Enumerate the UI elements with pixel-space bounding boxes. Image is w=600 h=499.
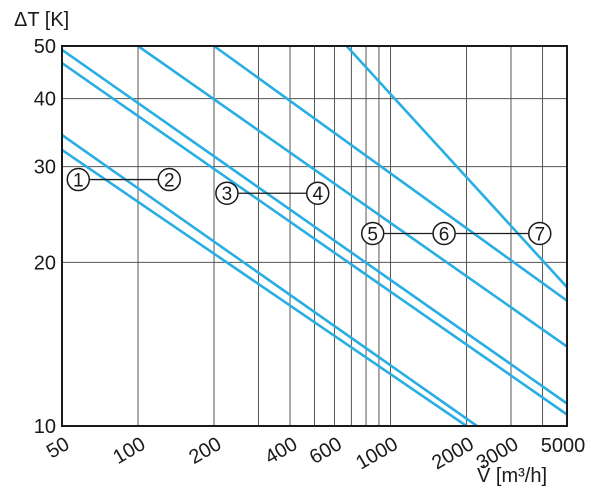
x-tick-label: 100 xyxy=(109,433,149,469)
y-axis-label: ΔT [K] xyxy=(14,9,69,31)
curve-label-circle-3 xyxy=(215,181,239,205)
curve-label-4: 4 xyxy=(312,184,323,205)
x-tick-label: 200 xyxy=(185,433,225,469)
x-axis-label: V̇ [m³/h] xyxy=(477,465,547,487)
y-tick-label: 10 xyxy=(34,416,56,438)
series-lines xyxy=(62,46,567,426)
curve-label-circle-4 xyxy=(305,181,330,205)
y-tick-label: 30 xyxy=(34,157,56,179)
x-tick-label: 5000 xyxy=(541,435,586,457)
curve-label-circle-2 xyxy=(157,167,182,192)
y-tick-label: 50 xyxy=(34,36,56,58)
series-line-3 xyxy=(62,62,567,416)
y-tick-label: 20 xyxy=(34,252,56,274)
curve-label-2: 2 xyxy=(164,171,175,192)
x-tick-label: 2000 xyxy=(428,433,478,474)
series-line-5 xyxy=(137,46,567,348)
curve-label-7: 7 xyxy=(534,224,545,245)
curve-label-1: 1 xyxy=(73,171,84,192)
series-line-7 xyxy=(345,46,567,289)
x-tick-label: 400 xyxy=(261,433,301,469)
curve-label-circle-5 xyxy=(360,221,385,246)
plot-frame xyxy=(61,45,568,427)
curve-labels: 1 2 3 4 5 6 7 xyxy=(66,167,552,246)
series-line-4 xyxy=(62,48,567,405)
curve-label-circle-1 xyxy=(66,167,91,192)
curve-label-circle-6 xyxy=(432,221,456,246)
y-tick-label: 40 xyxy=(34,89,56,111)
y-tick-labels: 50 40 30 20 10 xyxy=(34,36,56,438)
series-line-1 xyxy=(62,148,468,426)
curve-label-5: 5 xyxy=(367,224,378,245)
curve-label-circle-7 xyxy=(528,221,552,246)
x-tick-label: 1000 xyxy=(352,433,402,474)
label-connectors xyxy=(89,178,529,235)
x-tick-label: 600 xyxy=(306,433,346,469)
curve-label-3: 3 xyxy=(222,184,233,205)
curve-label-6: 6 xyxy=(439,224,450,245)
series-line-6 xyxy=(213,46,567,302)
series-line-2 xyxy=(62,133,478,426)
